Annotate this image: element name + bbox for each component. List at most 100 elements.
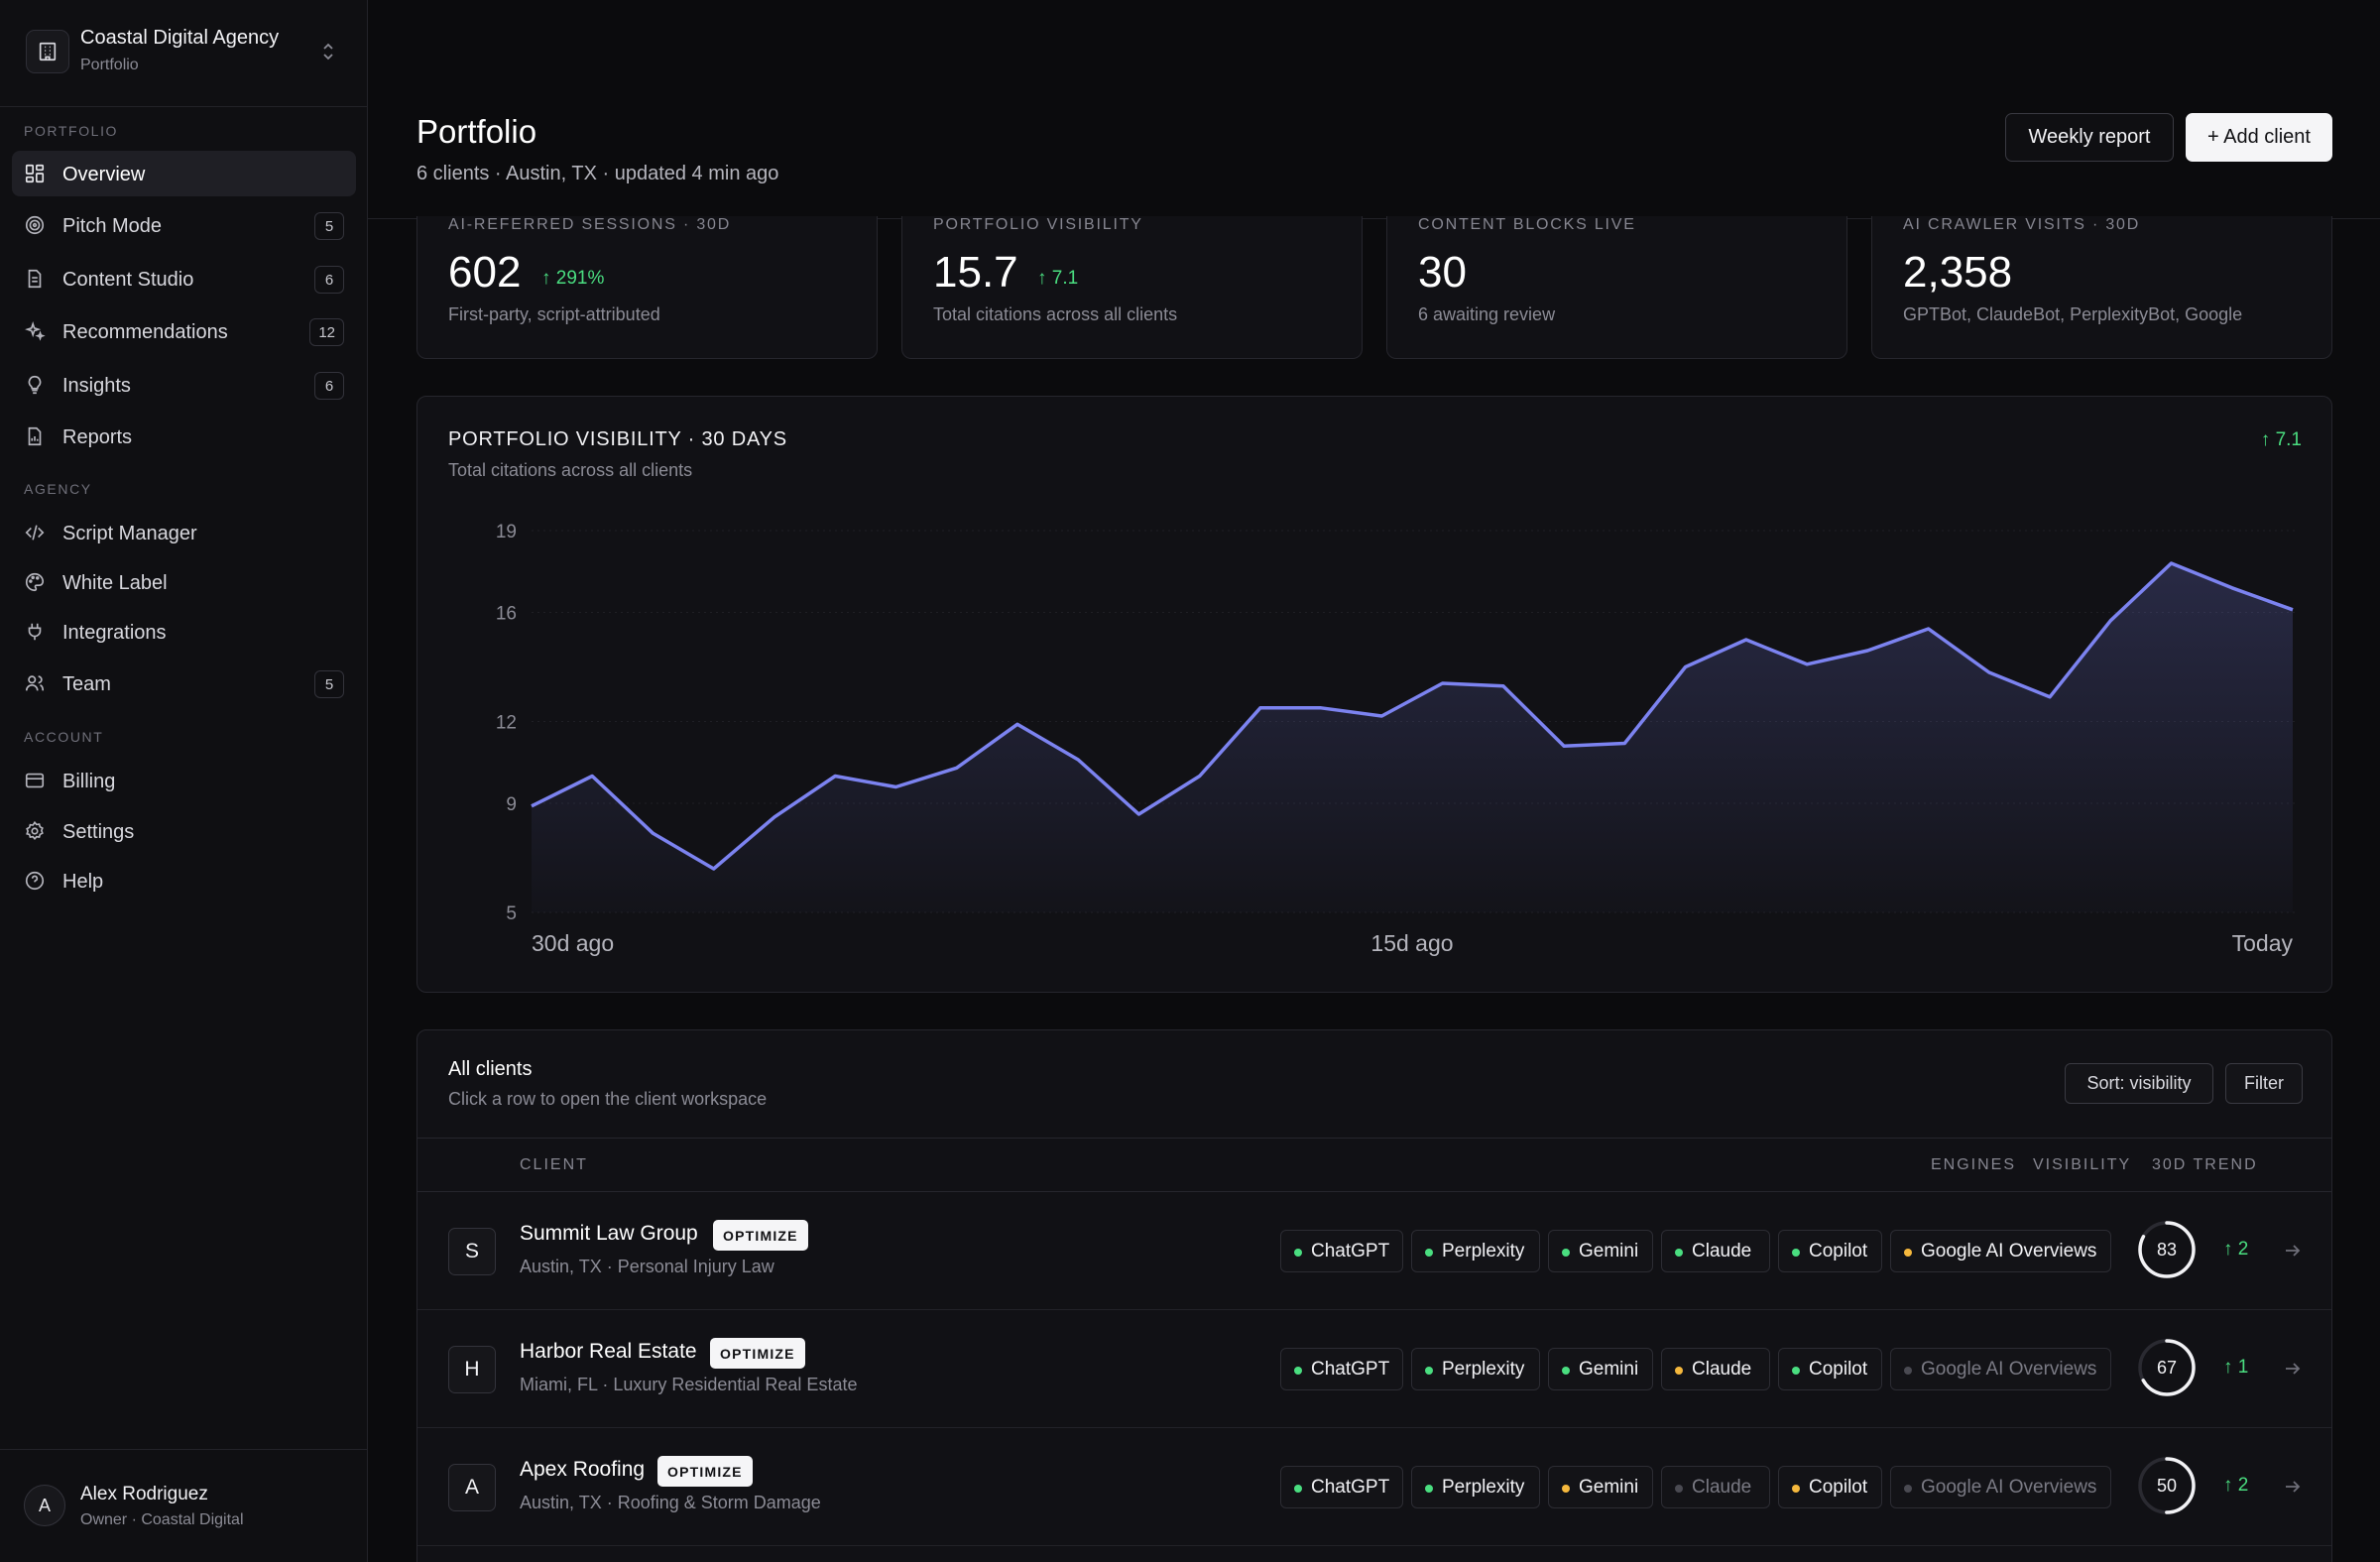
- status-dot: [1294, 1249, 1302, 1257]
- visibility-chart-card: PORTFOLIO VISIBILITY · 30 DAYS Total cit…: [416, 396, 2332, 993]
- sidebar-item-content-studio[interactable]: Content Studio 6: [12, 256, 356, 301]
- engine-chip: Perplexity: [1411, 1466, 1540, 1508]
- table-row[interactable]: A Apex Roofing OPTIMIZE Austin, TX · Roofin…: [417, 1428, 2331, 1546]
- arrow-right-icon[interactable]: [2283, 1241, 2303, 1261]
- engine-chip: Claude: [1661, 1230, 1770, 1272]
- visibility-score: 83: [2156, 1239, 2178, 1260]
- trend-value: ↑ 2: [2223, 1239, 2249, 1260]
- y-tick-label: 12: [496, 713, 517, 734]
- stat-value: 2,358: [1903, 248, 2013, 297]
- sidebar-item-insights[interactable]: Insights 6: [12, 362, 356, 408]
- area-fill: [532, 563, 2293, 912]
- workspace-switcher[interactable]: Coastal Digital Agency Portfolio: [0, 0, 367, 107]
- add-client-button[interactable]: + Add client: [2186, 113, 2332, 162]
- engine-chip: Copilot: [1778, 1466, 1882, 1508]
- stat-card-visibility: PORTFOLIO VISIBILITY 15.7 ↑ 7.1 Total ci…: [901, 216, 1363, 359]
- client-initial: S: [448, 1228, 496, 1275]
- stat-delta: ↑ 291%: [541, 268, 605, 289]
- column-header-client: CLIENT: [520, 1156, 588, 1173]
- visibility-score-ring: [2138, 1457, 2196, 1514]
- user-menu[interactable]: A Alex Rodriguez Owner · Coastal Digital: [0, 1449, 367, 1562]
- sidebar-item-label: Integrations: [62, 622, 167, 644]
- trend-value: ↑ 1: [2223, 1357, 2249, 1378]
- sparkles-icon: [25, 321, 46, 341]
- status-dot: [1792, 1249, 1800, 1257]
- engine-chip: Claude: [1661, 1348, 1770, 1390]
- credit-card-icon: [25, 773, 45, 788]
- table-row[interactable]: S Summit Law Group OPTIMIZE Austin, TX · Pe…: [417, 1192, 2331, 1310]
- user-name: Alex Rodriguez: [80, 1484, 208, 1504]
- visibility-chart: 5 9 12 16 19 30d ago 15d ago Today: [496, 522, 2297, 956]
- status-dot: [1562, 1485, 1570, 1493]
- sidebar-item-integrations[interactable]: Integrations: [12, 609, 356, 655]
- stat-value: 15.7: [933, 248, 1018, 297]
- header-divider: [368, 218, 2380, 219]
- sidebar-item-team[interactable]: Team 5: [12, 661, 356, 706]
- status-badge: OPTIMIZE: [713, 1220, 808, 1251]
- engine-chip: Gemini: [1548, 1230, 1653, 1272]
- engine-name: Google AI Overviews: [1921, 1358, 2097, 1380]
- sidebar-item-pitch-mode[interactable]: Pitch Mode 5: [12, 202, 356, 248]
- status-dot: [1562, 1249, 1570, 1257]
- engine-name: Claude: [1692, 1240, 1752, 1262]
- sidebar-item-billing[interactable]: Billing: [12, 758, 356, 803]
- y-tick-label: 9: [506, 794, 517, 815]
- sidebar-item-white-label[interactable]: White Label: [12, 559, 356, 605]
- chart-delta: ↑ 7.1: [2260, 429, 2302, 450]
- sidebar-item-script-manager[interactable]: Script Manager: [12, 510, 356, 555]
- engine-name: Google AI Overviews: [1921, 1240, 2097, 1262]
- status-dot: [1294, 1367, 1302, 1375]
- count-badge: 12: [309, 318, 344, 346]
- client-name: Summit Law Group: [520, 1222, 698, 1245]
- section-label-account: ACCOUNT: [24, 729, 104, 745]
- sidebar-item-label: White Label: [62, 572, 168, 594]
- sidebar-item-recommendations[interactable]: Recommendations 12: [12, 308, 356, 354]
- y-tick-label: 19: [496, 522, 517, 542]
- sidebar-item-label: Team: [62, 673, 111, 695]
- sidebar-item-label: Settings: [62, 821, 135, 843]
- count-badge: 6: [314, 372, 344, 400]
- engine-chip: ChatGPT: [1280, 1466, 1403, 1508]
- table-header: CLIENT ENGINES VISIBILITY 30D TREND: [417, 1138, 2331, 1192]
- stat-card-content-blocks: CONTENT BLOCKS LIVE 30 6 awaiting review: [1386, 216, 1847, 359]
- clients-title: All clients: [448, 1058, 533, 1080]
- y-tick-label: 5: [506, 903, 517, 924]
- help-circle-icon: [25, 871, 45, 891]
- engine-chip: Google AI Overviews: [1890, 1230, 2111, 1272]
- status-dot: [1425, 1249, 1433, 1257]
- engine-name: Gemini: [1579, 1476, 1639, 1498]
- sidebar-item-settings[interactable]: Settings: [12, 808, 356, 854]
- column-header-trend: 30D TREND: [2152, 1156, 2258, 1173]
- sidebar-item-help[interactable]: Help: [12, 858, 356, 903]
- status-dot: [1562, 1367, 1570, 1375]
- sidebar-item-overview[interactable]: Overview: [12, 151, 356, 196]
- engine-chip: Perplexity: [1411, 1230, 1540, 1272]
- workspace-sub: Portfolio: [80, 57, 139, 73]
- avatar: A: [24, 1485, 65, 1526]
- sidebar-item-reports[interactable]: Reports: [12, 414, 356, 459]
- engine-name: Copilot: [1809, 1358, 1868, 1380]
- sidebar-item-label: Billing: [62, 771, 116, 792]
- visibility-score: 50: [2156, 1475, 2178, 1496]
- chart-subtitle: Total citations across all clients: [448, 460, 693, 480]
- stat-note: 6 awaiting review: [1418, 304, 1556, 324]
- chevrons-updown-icon[interactable]: [320, 40, 336, 68]
- table-row[interactable]: H Harbor Real Estate OPTIMIZE Miami, FL · L…: [417, 1310, 2331, 1428]
- arrow-right-icon[interactable]: [2283, 1359, 2303, 1379]
- client-initial: H: [448, 1346, 496, 1393]
- arrow-right-icon[interactable]: [2283, 1477, 2303, 1497]
- sidebar-item-label: Overview: [62, 164, 146, 185]
- engine-name: Perplexity: [1442, 1240, 1525, 1262]
- weekly-report-button[interactable]: Weekly report: [2005, 113, 2174, 162]
- visibility-score-ring: [2138, 1339, 2196, 1396]
- code-icon: [25, 525, 45, 541]
- engine-chip: Google AI Overviews: [1890, 1466, 2111, 1508]
- stat-value: 602: [448, 248, 522, 297]
- stat-note: GPTBot, ClaudeBot, PerplexityBot, Google: [1903, 304, 2243, 324]
- stat-value: 30: [1418, 248, 1467, 297]
- chart-title: PORTFOLIO VISIBILITY · 30 DAYS: [448, 428, 787, 450]
- filter-button[interactable]: Filter: [2225, 1063, 2303, 1104]
- sort-button[interactable]: Sort: visibility: [2065, 1063, 2213, 1104]
- engine-chip: Claude: [1661, 1466, 1770, 1508]
- gear-icon: [26, 820, 44, 841]
